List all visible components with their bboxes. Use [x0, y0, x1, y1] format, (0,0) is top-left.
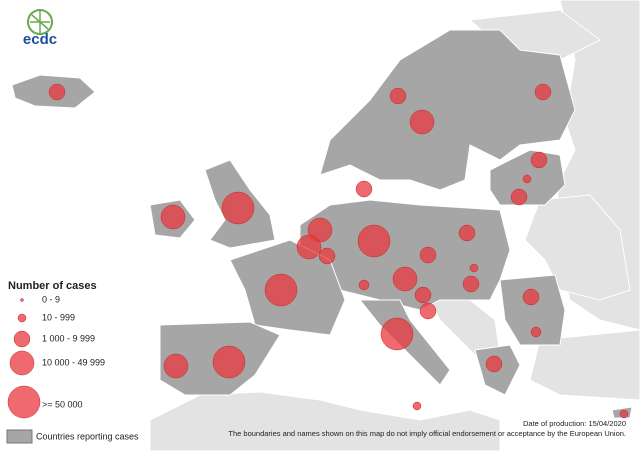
bubble — [221, 191, 255, 225]
turkey — [529, 329, 640, 401]
legend: Number of cases 0 - 9 10 - 999 1 000 - 9… — [6, 280, 139, 444]
legend-symbol — [17, 313, 27, 323]
bubble — [530, 326, 542, 338]
bubble — [462, 275, 480, 293]
bubble — [619, 409, 629, 419]
legend-label: 10 000 - 49 999 — [42, 357, 105, 367]
legend-label: Countries reporting cases — [36, 431, 139, 441]
bubble — [296, 234, 322, 260]
bubble — [522, 174, 532, 184]
legend-label: 10 - 999 — [42, 312, 75, 322]
bubble — [392, 266, 418, 292]
bubble — [389, 87, 407, 105]
bubble — [358, 279, 370, 291]
bubble — [412, 401, 422, 411]
bubble — [212, 345, 246, 379]
production-date: Date of production: 15/04/2020 — [523, 419, 626, 428]
logo: ecdc — [23, 9, 57, 48]
legend-label: 1 000 - 9 999 — [42, 333, 95, 343]
bubble — [409, 109, 435, 135]
legend-symbol — [7, 385, 41, 419]
bubble — [530, 151, 548, 169]
legend-label: 0 - 9 — [42, 294, 60, 304]
bubble — [419, 246, 437, 264]
north-africa — [149, 391, 501, 451]
legend-swatch — [6, 429, 33, 444]
romania-bulgaria — [499, 274, 566, 346]
bubble — [485, 355, 503, 373]
bubble — [160, 204, 186, 230]
bubble — [534, 83, 552, 101]
legend-symbol — [9, 350, 35, 376]
central-europe — [299, 199, 511, 311]
bubble — [264, 273, 298, 307]
bubble — [380, 317, 414, 351]
bubble — [357, 224, 391, 258]
bubble — [163, 353, 189, 379]
bubble — [419, 302, 437, 320]
bubble — [48, 83, 66, 101]
eastern-europe — [524, 194, 631, 301]
logo-lines — [30, 10, 50, 34]
logo-text: ecdc — [23, 31, 57, 48]
bubble — [510, 188, 528, 206]
bubble — [414, 286, 432, 304]
legend-title: Number of cases — [8, 280, 97, 292]
scandinavia — [319, 29, 576, 191]
legend-symbol — [20, 298, 24, 302]
bubble — [355, 180, 373, 198]
bubble — [318, 247, 336, 265]
case-bubbles — [48, 83, 629, 419]
bubble — [458, 224, 476, 242]
legend-symbol — [13, 330, 31, 348]
bubble — [469, 263, 479, 273]
legend-label: >= 50 000 — [42, 399, 83, 409]
bubble — [522, 288, 540, 306]
disclaimer: The boundaries and names shown on this m… — [228, 429, 626, 438]
